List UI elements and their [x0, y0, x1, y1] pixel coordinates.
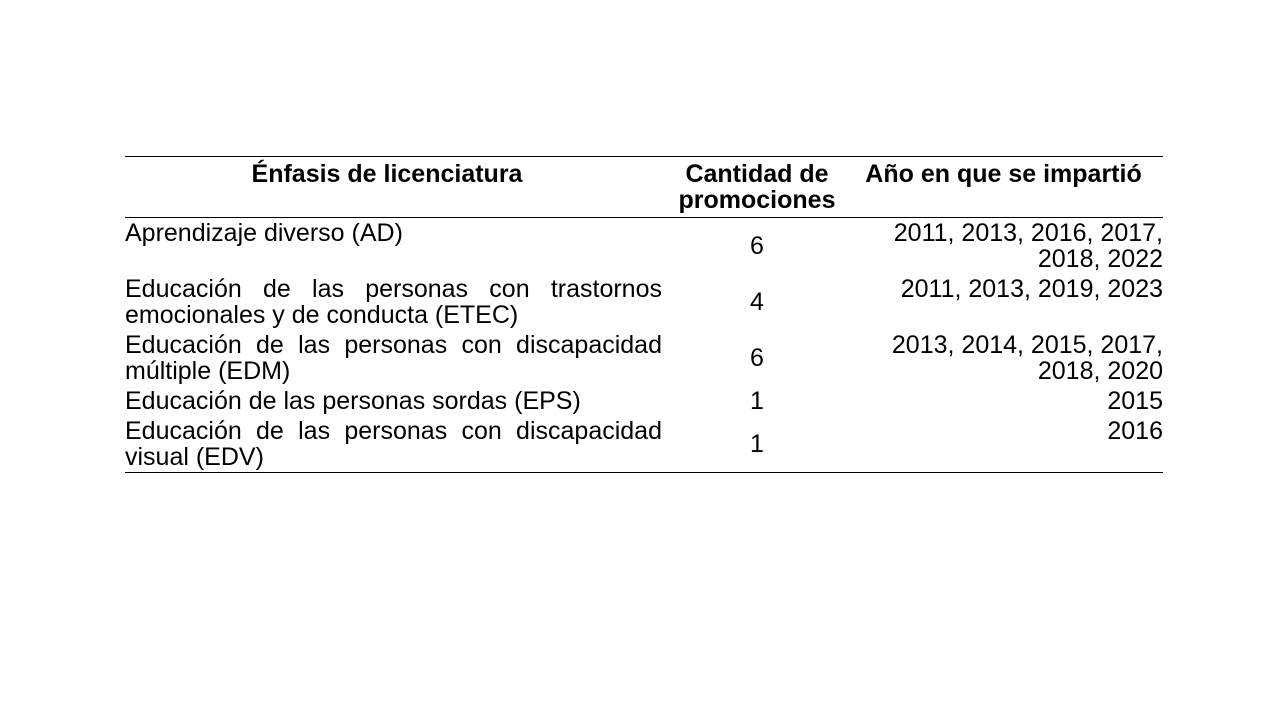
cell-years: 2011, 2013, 2016, 2017, 2018, 2022	[893, 219, 1163, 273]
licenciatura-emphasis-table: Énfasis de licenciatura Cantidad de prom…	[125, 156, 1163, 473]
cell-emphasis: Educación de las personas con discapacid…	[125, 417, 662, 471]
cell-emphasis: Aprendizaje diverso (AD)	[125, 219, 403, 247]
table-header: Énfasis de licenciatura Cantidad de prom…	[125, 157, 1163, 218]
cell-years: 2013, 2014, 2015, 2017, 2018, 2020	[891, 331, 1163, 385]
table-row: Educación de las personas sordas (EPS) 1…	[125, 386, 1163, 416]
table-row: Educación de las personas con discapacid…	[125, 330, 1163, 386]
table-body: Aprendizaje diverso (AD) 6 2011, 2013, 2…	[125, 218, 1163, 473]
column-header-count: Cantidad de promociones	[678, 160, 836, 214]
header-row: Énfasis de licenciatura Cantidad de prom…	[125, 157, 1163, 218]
cell-years: 2011, 2013, 2019, 2023	[900, 275, 1163, 303]
column-header-emphasis: Énfasis de licenciatura	[251, 160, 523, 188]
cell-count: 1	[750, 387, 764, 415]
table-row: Aprendizaje diverso (AD) 6 2011, 2013, 2…	[125, 218, 1163, 275]
cell-years: 2015	[1107, 387, 1163, 415]
cell-emphasis: Educación de las personas con trastornos…	[125, 275, 662, 329]
cell-count: 1	[750, 430, 764, 458]
cell-emphasis: Educación de las personas con discapacid…	[125, 331, 662, 385]
column-header-years: Año en que se impartió	[865, 160, 1142, 188]
cell-years: 2016	[1107, 417, 1163, 445]
cell-count: 6	[750, 232, 764, 260]
table-row: Educación de las personas con trastornos…	[125, 274, 1163, 330]
cell-emphasis: Educación de las personas sordas (EPS)	[125, 387, 581, 415]
cell-count: 4	[750, 288, 764, 316]
table-row: Educación de las personas con discapacid…	[125, 416, 1163, 473]
cell-count: 6	[750, 344, 764, 372]
